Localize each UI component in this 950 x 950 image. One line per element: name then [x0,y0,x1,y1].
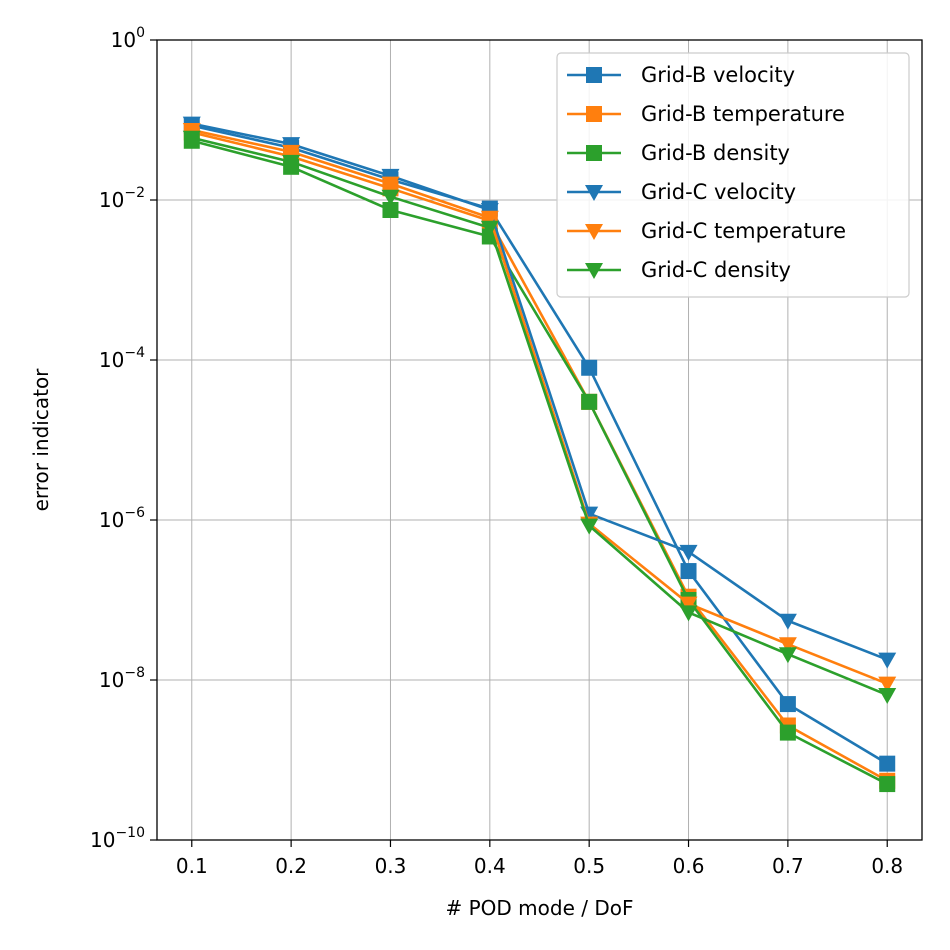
legend-marker [586,106,602,122]
series-line [191,124,888,765]
data-point [778,637,797,654]
series-line [191,128,888,685]
data-point [878,652,897,669]
data-point [680,563,697,580]
legend-box [556,52,910,298]
legend-entry: Grid-C density [567,258,791,282]
legend-marker [585,185,603,201]
legend-marker [585,263,603,279]
legend-marker [586,145,602,161]
y-tick-exponent: −2 [124,185,145,201]
data-point [381,176,400,193]
y-tick-label: 10−4 [99,345,145,372]
y-tick-label: 10−2 [99,185,145,212]
data-point [282,144,301,161]
y-tick-exponent: −6 [124,505,145,521]
y-tick-exponent: −4 [124,345,145,361]
series-line [191,131,888,782]
y-tick-base: 10 [90,828,115,852]
x-tick-label: 0.8 [871,854,903,878]
y-tick-base: 10 [99,508,124,532]
data-point [779,696,796,713]
data-point [679,605,698,622]
data-point [382,201,399,218]
legend-entry: Grid-C temperature [567,219,846,243]
data-point [581,393,598,410]
x-tick-label: 0.7 [772,854,804,878]
legend-entry: Grid-B temperature [567,102,845,126]
x-tick-label: 0.2 [275,854,307,878]
y-tick-base: 10 [99,188,124,212]
legend-entry: Grid-B density [567,141,790,165]
y-tick-label: 10−6 [99,505,145,532]
y-tick-label: 10−10 [90,825,145,852]
data-point [879,755,896,772]
plot-frame [156,39,923,841]
y-tick-base: 10 [111,28,136,52]
legend-label: Grid-B velocity [641,63,795,87]
data-point [779,724,796,741]
y-tick-exponent: −10 [115,825,145,841]
legend-entry: Grid-B velocity [567,63,795,87]
data-point [878,676,897,693]
y-tick-exponent: 0 [136,25,145,41]
legend: Grid-B velocity Grid-B temperature Grid-B … [556,52,910,298]
data-point [581,359,598,376]
x-tick-label: 0.1 [176,854,208,878]
x-tick-label: 0.4 [474,854,506,878]
data-point [878,687,897,704]
data-point [182,130,201,147]
legend-label: Grid-B density [641,141,790,165]
legend-label: Grid-C temperature [641,219,846,243]
legend-label: Grid-B temperature [641,102,845,126]
series-line [191,122,888,661]
data-point [679,596,698,613]
x-axis-label: # POD mode / DoF [446,896,634,920]
x-tick-label: 0.3 [375,854,407,878]
legend-label: Grid-C velocity [641,180,796,204]
data-point [879,776,896,793]
y-tick-exponent: −8 [124,665,145,681]
data-point [480,210,499,227]
legend-marker [585,224,603,240]
axis-ticks: 0.1 0.2 0.3 0.4 0.5 0.6 0.7 0.810010−210−410−61… [90,25,903,878]
series-line [191,136,888,697]
data-point [778,613,797,630]
series-layer [182,116,897,793]
data-point [282,154,301,171]
x-tick-label: 0.6 [673,854,705,878]
legend-entry: Grid-C velocity [567,180,796,204]
y-axis-label: error indicator [29,368,53,512]
data-point [580,518,599,535]
y-tick-base: 10 [99,668,124,692]
y-tick-label: 100 [111,25,145,52]
legend-marker [586,67,602,83]
data-point [778,647,797,664]
legend-label: Grid-C density [641,258,791,282]
data-point [480,220,499,237]
data-point [679,544,698,561]
series-grid-c-density [182,130,897,704]
data-point [381,189,400,206]
x-tick-label: 0.5 [573,854,605,878]
y-tick-base: 10 [99,348,124,372]
y-tick-label: 10−8 [99,665,145,692]
series-line [191,139,888,786]
